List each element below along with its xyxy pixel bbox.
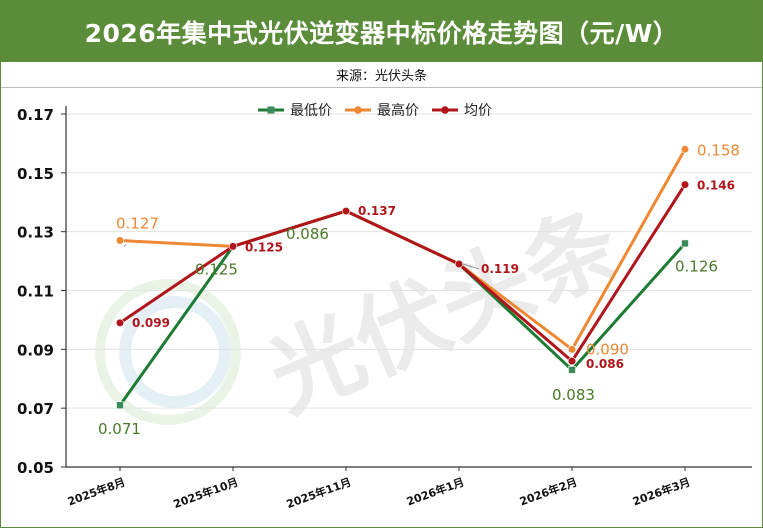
data-label-avg: 0.119	[481, 262, 519, 276]
data-label-avg: 0.086	[586, 357, 624, 371]
series-line-avg	[119, 183, 687, 363]
legend-label-max: 最高价	[377, 102, 419, 119]
watermark-logo-ring	[95, 279, 241, 425]
data-label-avg: 0.099	[132, 316, 170, 330]
x-tick-label: 2025年11月	[284, 475, 353, 511]
data-point-avg	[454, 259, 464, 269]
data-point-max	[680, 145, 690, 154]
data-label-avg: 0.137	[358, 204, 396, 218]
data-label-min: 0.086	[286, 225, 329, 243]
x-tick-label: 2025年8月	[66, 475, 127, 509]
y-tick-label: 0.07	[17, 400, 54, 418]
data-point-avg	[228, 242, 238, 251]
data-label-avg: 0.146	[697, 179, 735, 193]
legend: 最低价 最高价 均价	[258, 102, 492, 119]
data-label-max: 0.127	[116, 214, 159, 232]
data-label-min: 0.071	[98, 420, 141, 438]
data-label-min: 0.083	[552, 386, 595, 404]
leader-line	[123, 244, 127, 247]
data-point-min	[116, 401, 124, 410]
chart-title: 2026年集中式光伏逆变器中标价格走势图（元/W）	[1, 1, 762, 62]
y-tick-label: 0.05	[17, 459, 54, 477]
x-tick-label: 2025年10月	[171, 475, 240, 511]
source-note: 来源：光伏头条	[1, 62, 762, 88]
x-tick-label: 2026年3月	[631, 475, 692, 509]
data-point-max	[567, 345, 577, 354]
series-layer	[115, 145, 690, 410]
data-label-max: 0.090	[586, 340, 629, 358]
data-labels: 0.0710.1250.0860.0830.1260.1270.0900.158…	[98, 141, 740, 438]
y-tick-label: 0.13	[17, 224, 54, 242]
y-tick-label: 0.17	[17, 106, 54, 124]
leader-line	[462, 263, 480, 270]
data-point-avg	[341, 206, 351, 216]
x-tick-label: 2026年2月	[518, 475, 579, 509]
y-tick-label: 0.09	[17, 341, 54, 359]
x-tick-label: 2026年1月	[405, 475, 466, 509]
legend-label-min: 最低价	[290, 103, 332, 119]
legend-label-avg: 均价	[464, 103, 492, 119]
y-tick-label: 0.11	[17, 283, 54, 301]
watermark-logo-inner	[119, 296, 231, 408]
data-point-max	[115, 236, 125, 245]
data-point-avg	[680, 180, 690, 189]
data-label-min: 0.126	[675, 257, 718, 275]
legend-marker	[354, 106, 362, 114]
data-point-avg	[115, 318, 125, 327]
legend-marker	[441, 106, 449, 114]
data-label-min: 0.125	[195, 260, 238, 278]
y-tick-label: 0.15	[17, 165, 54, 183]
data-point-min	[568, 366, 576, 374]
data-point-min	[681, 239, 689, 248]
data-point-avg	[567, 357, 577, 366]
data-label-avg: 0.125	[245, 240, 283, 254]
legend-marker	[267, 106, 275, 114]
data-label-max: 0.158	[697, 141, 740, 159]
